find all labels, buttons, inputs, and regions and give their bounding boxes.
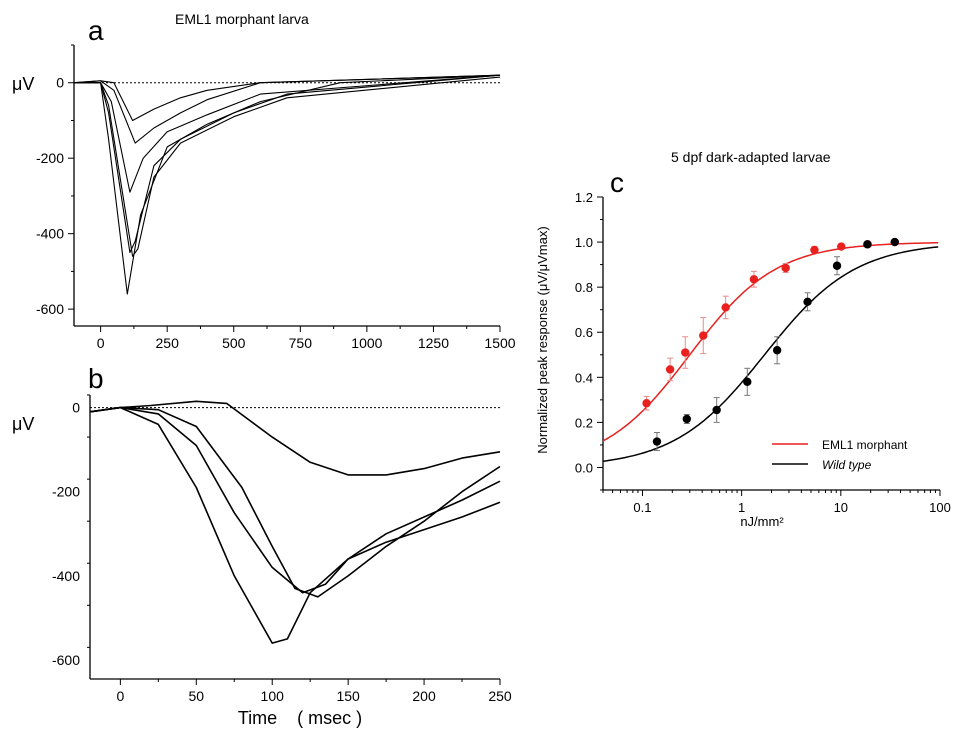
panel-a: 0 -200 -400 -600 0 250 500 750 1000 1250 1500 <box>36 44 516 351</box>
x-tick-label: 1500 <box>484 335 515 351</box>
panel-letter-a: a <box>88 15 104 46</box>
data-point <box>832 261 842 270</box>
trace-6 <box>74 74 501 295</box>
panel-a-title: EML1 morphant larva <box>175 11 309 27</box>
panel-b-ylabel: μV <box>12 414 34 434</box>
y-tick-label: -600 <box>52 652 80 668</box>
data-point <box>681 348 690 357</box>
trace-5 <box>74 76 501 257</box>
x-tick-label: 0.1 <box>633 500 651 515</box>
x-tick-label: 200 <box>412 688 436 704</box>
x-tick-label: 100 <box>261 688 285 704</box>
data-point <box>890 237 899 247</box>
trace-3 <box>89 406 501 594</box>
x-tick-label: 1250 <box>418 335 449 351</box>
y-tick-label: -400 <box>52 568 80 584</box>
x-tick-label: 0 <box>116 688 124 704</box>
data-point <box>772 346 782 355</box>
y-tick-label: -400 <box>36 226 64 242</box>
panel-a-ylabel: μV <box>12 74 34 94</box>
fit-curve-2 <box>602 246 939 462</box>
data-point <box>665 365 675 374</box>
y-tick-label: -200 <box>52 484 80 500</box>
legend-morphant-label: EML1 morphant <box>822 438 908 452</box>
trace-3 <box>74 74 501 193</box>
x-tick-label: 0 <box>97 335 105 351</box>
data-point <box>863 240 872 249</box>
data-point <box>803 297 812 307</box>
y-tick-label: 1.2 <box>575 190 593 205</box>
x-tick-label: 750 <box>289 335 313 351</box>
trace-1 <box>73 74 501 122</box>
panel-b: 0 -200 -400 -600 0 50 100 150 200 250 <box>52 394 512 704</box>
panel-c-title: 5 dpf dark-adapted larvae <box>671 149 831 165</box>
panel-letter-c: c <box>610 167 624 198</box>
y-tick-label: 0.4 <box>575 370 593 385</box>
x-tick-label: 10 <box>834 500 848 515</box>
y-tick-label: 1.0 <box>575 235 593 250</box>
y-tick-label: 0 <box>72 400 80 416</box>
data-point <box>749 275 759 284</box>
y-tick-label: -600 <box>36 301 64 317</box>
x-tick-label: 50 <box>189 688 205 704</box>
x-tick-label: 1 <box>738 500 745 515</box>
x-tick-label: 150 <box>336 688 360 704</box>
trace-1 <box>89 400 501 476</box>
data-point <box>652 437 662 446</box>
panel-c: 0.0 0.2 0.4 0.6 0.8 1.0 1.2 0.1 1 10 100 <box>575 190 951 515</box>
x-tick-label: 1000 <box>351 335 382 351</box>
trace-4 <box>74 74 501 254</box>
y-tick-label: 0.0 <box>575 460 593 475</box>
data-point <box>682 414 692 424</box>
panel-c-ylabel: Normalized peak response (μV/μVmax) <box>535 226 550 453</box>
y-tick-label: 0.8 <box>575 280 593 295</box>
y-tick-label: 0.2 <box>575 415 593 430</box>
trace-2 <box>73 74 501 144</box>
y-tick-label: 0 <box>56 75 64 91</box>
x-tick-label: 250 <box>488 688 512 704</box>
panel-letter-b: b <box>88 363 104 394</box>
legend: EML1 morphant Wild type <box>772 438 908 472</box>
data-point <box>721 303 730 312</box>
data-point <box>837 242 846 251</box>
data-point <box>642 399 651 408</box>
legend-wildtype-label: Wild type <box>822 458 872 472</box>
trace-2 <box>89 406 501 598</box>
data-point <box>743 377 752 387</box>
y-tick-label: 0.6 <box>575 325 593 340</box>
y-tick-label: -200 <box>36 150 64 166</box>
data-point <box>699 331 708 340</box>
trace-4 <box>89 406 501 644</box>
fit-curve-1 <box>602 242 939 442</box>
x-tick-label: 100 <box>929 500 951 515</box>
panel-b-xlabel: Time ( msec ) <box>238 708 362 728</box>
panel-c-xlabel: nJ/mm² <box>740 514 784 529</box>
x-tick-label: 500 <box>222 335 246 351</box>
data-point <box>781 263 790 273</box>
data-point <box>712 405 721 415</box>
x-tick-label: 250 <box>156 335 180 351</box>
data-point <box>810 245 819 255</box>
